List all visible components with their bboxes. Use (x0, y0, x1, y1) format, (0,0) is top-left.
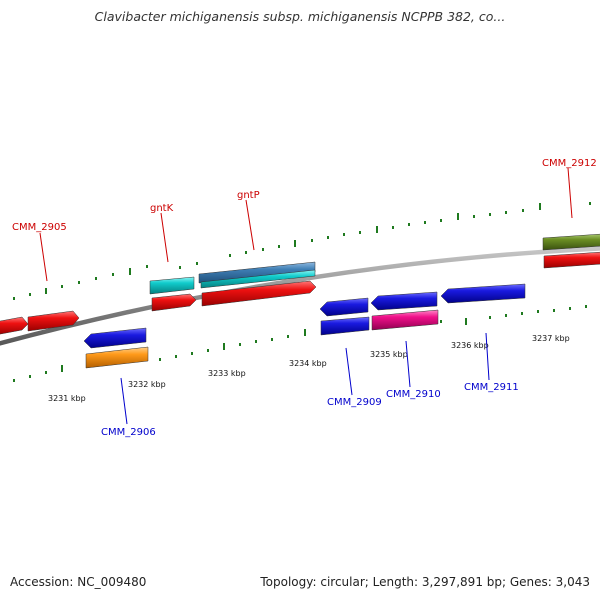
gene-arrow-red[interactable] (0, 316, 29, 335)
gene-labels: CMM_2905 gntK gntP CMM_2912 CMM_2906 CMM… (12, 158, 597, 438)
gene-arrow-magenta[interactable] (371, 309, 439, 331)
reverse-genes (83, 283, 526, 369)
gene-arrow-cyan[interactable] (200, 269, 316, 289)
forward-genes (0, 233, 600, 335)
gene-label-forward[interactable]: gntP (237, 190, 260, 201)
forward-label-connectors (39, 167, 573, 282)
gene-arrow-blue[interactable] (320, 316, 370, 336)
scale-label: 3235 kbp (370, 350, 408, 359)
gene-arrow-cyan[interactable] (149, 276, 195, 295)
gene-arrow-blue[interactable] (319, 297, 369, 317)
gene-arrow-red[interactable] (151, 293, 197, 312)
scale-label: 3236 kbp (451, 341, 489, 350)
gene-label-forward[interactable]: CMM_2912 (542, 158, 597, 169)
topology-text: Topology: circular; Length: 3,297,891 bp… (260, 575, 590, 589)
gene-arrow-olive[interactable] (542, 233, 600, 251)
gene-label-reverse[interactable]: CMM_2911 (464, 382, 519, 393)
gene-arrow-blue[interactable] (370, 291, 438, 311)
scale-label: 3237 kbp (532, 334, 570, 343)
gene-label-reverse[interactable]: CMM_2906 (101, 427, 156, 438)
gene-arrow-red[interactable] (201, 280, 317, 307)
forward-tick-marks (13, 202, 591, 300)
scale-label: 3231 kbp (48, 394, 86, 403)
gene-label-forward[interactable]: gntK (150, 203, 174, 214)
reverse-tick-marks (13, 305, 587, 382)
scale-label: 3233 kbp (208, 369, 246, 378)
gene-arrow-red[interactable] (27, 310, 80, 332)
gene-arrow-orange[interactable] (85, 346, 149, 369)
gene-arrow-blue[interactable] (440, 283, 526, 304)
scale-label: 3234 kbp (289, 359, 327, 368)
chromosome-backbone (0, 246, 600, 346)
gene-label-reverse[interactable]: CMM_2910 (386, 389, 441, 400)
scale-labels: 3231 kbp 3232 kbp 3233 kbp 3234 kbp 3235… (48, 334, 570, 403)
scale-label: 3232 kbp (128, 380, 166, 389)
reverse-label-connectors (120, 332, 490, 425)
gene-label-reverse[interactable]: CMM_2909 (327, 397, 382, 408)
gene-arrow-blue[interactable] (83, 327, 147, 349)
accession-text: Accession: NC_009480 (10, 575, 147, 589)
map-title: Clavibacter michiganensis subsp. michiga… (94, 9, 506, 24)
gene-arrow-red[interactable] (543, 251, 600, 269)
gene-label-forward[interactable]: CMM_2905 (12, 222, 67, 233)
